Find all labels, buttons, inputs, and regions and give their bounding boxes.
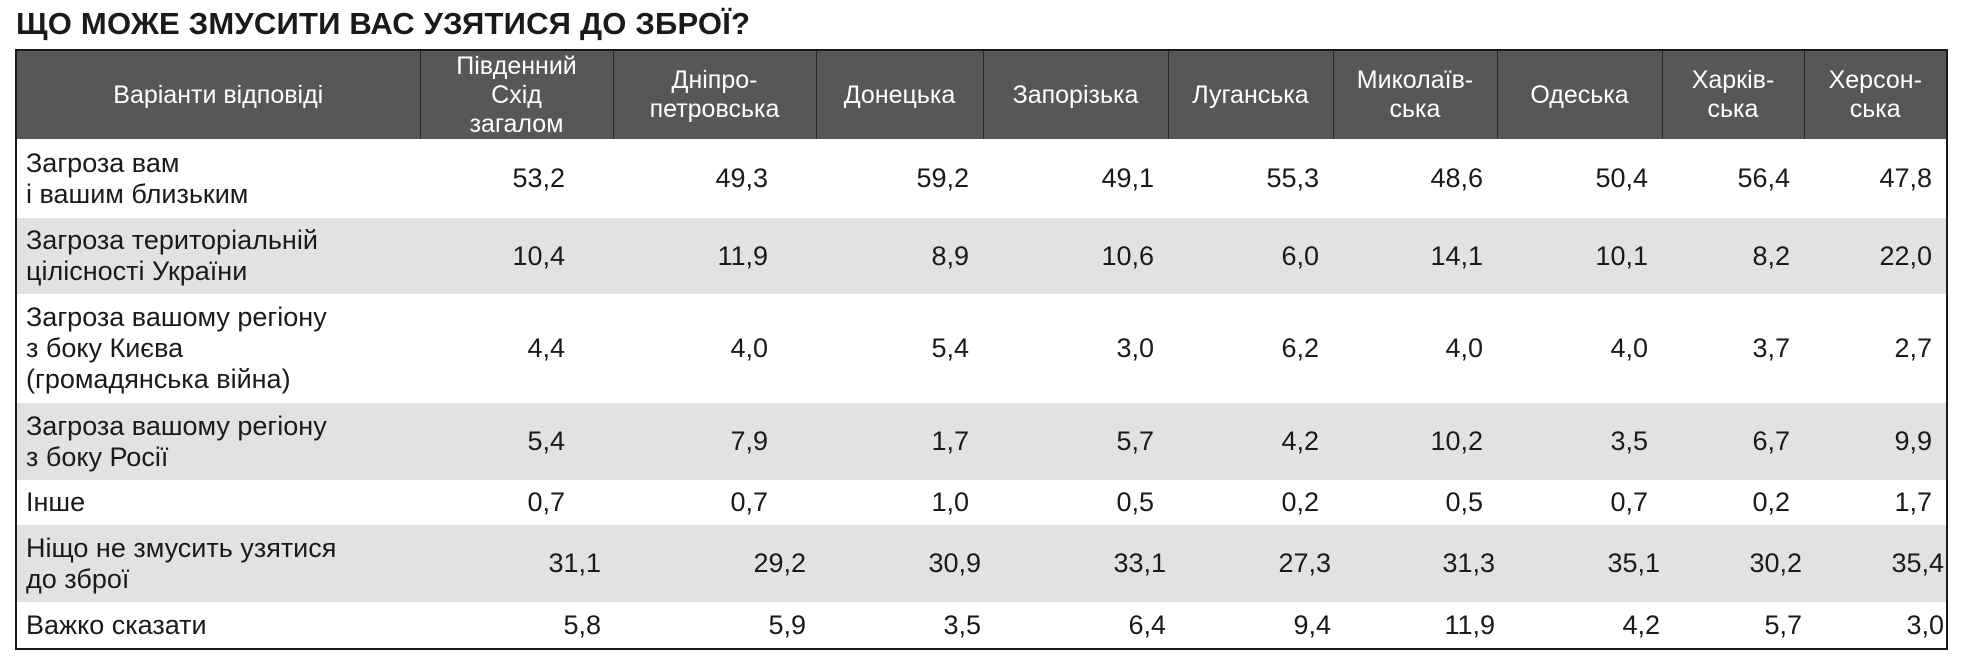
table-cell-value: 3,7 (1752, 333, 1790, 363)
row-label: Важко сказати (26, 609, 207, 640)
row-label: Інше (26, 487, 86, 517)
table-cell-value: 7,9 (730, 426, 768, 456)
table-row: Загроза вашому регіону з боку Києва (гро… (17, 294, 1946, 403)
table-cell-value: 8,9 (931, 240, 969, 271)
table-cell-value: 0,7 (1610, 487, 1648, 517)
header-zaporizka: Запорізька (983, 51, 1169, 139)
table-cell-value: 22,0 (1879, 240, 1932, 271)
table-cell-value: 8,2 (1752, 240, 1790, 271)
table-cell-value: 5,9 (768, 609, 806, 640)
header-donetska: Донецька (816, 51, 984, 139)
table-cell-value: 31,3 (1442, 548, 1495, 578)
table-cell-value: 31,1 (548, 548, 601, 578)
table-cell-value: 4,4 (527, 333, 565, 363)
table-cell-value: 6,4 (1128, 609, 1166, 640)
table-cell-value: 3,0 (1116, 333, 1154, 363)
table-cell-value: 2,7 (1894, 333, 1932, 363)
header-south-east-total: Південний Схід загалом (420, 51, 614, 139)
table-cell-value: 5,4 (527, 426, 565, 456)
table-cell-value: 27,3 (1278, 548, 1331, 578)
table-cell-value: 10,1 (1595, 240, 1648, 271)
table-cell-value: 0,7 (730, 487, 768, 517)
table-cell-value: 53,2 (512, 163, 565, 193)
table-cell-value: 1,7 (1894, 487, 1932, 517)
table-cell-value: 29,2 (753, 548, 806, 578)
table-cell-value: 49,1 (1101, 163, 1154, 193)
table-row: Ніщо не змусить узятися до зброї 31,1 29,2… (17, 525, 1946, 602)
table-cell-value: 4,0 (1445, 333, 1483, 363)
header-odeska: Одеська (1497, 51, 1663, 139)
header-khersonska: Херсон- ська (1804, 51, 1946, 139)
header-dnipropetrovska: Дніпро- петровська (613, 51, 817, 139)
results-table-grid: Варіанти відповіді Південний Схід загало… (17, 51, 1946, 648)
table-cell-value: 4,0 (730, 333, 768, 363)
table-header: Варіанти відповіді Південний Схід загало… (17, 51, 1946, 139)
table-body: Загроза вам і вашим близьким 53,2 49,3 59,2… (17, 139, 1946, 648)
table-cell-value: 10,2 (1430, 426, 1483, 456)
table-cell-value: 6,0 (1281, 240, 1319, 271)
table-cell-value: 35,4 (1891, 548, 1944, 578)
header-row: Варіанти відповіді Південний Схід загало… (17, 51, 1946, 139)
table-cell-value: 10,6 (1101, 240, 1154, 271)
table-cell-value: 11,9 (1444, 609, 1495, 640)
row-label: Загроза вам і вашим близьким (26, 147, 249, 209)
header-mykolaivska: Миколаїв- ська (1333, 51, 1498, 139)
table-cell-value: 55,3 (1266, 163, 1319, 193)
table-cell-value: 50,4 (1595, 163, 1648, 193)
table-cell-value: 10,4 (512, 240, 565, 271)
table-cell-value: 11,9 (717, 240, 768, 271)
table-cell-value: 3,0 (1906, 609, 1944, 640)
table-cell-value: 0,7 (527, 487, 565, 517)
table-cell-value: 4,2 (1622, 609, 1660, 640)
table-cell-value: 5,7 (1764, 609, 1802, 640)
table-row: Загроза вам і вашим близьким 53,2 49,3 59,2… (17, 139, 1946, 218)
table-cell-value: 0,2 (1752, 487, 1790, 517)
table-cell-value: 35,1 (1607, 548, 1660, 578)
table-row: Інше 0,7 0,7 1,0 0,5 0,2 0,5 0,7 0,2 1,7 (17, 480, 1946, 525)
table-cell-value: 1,0 (931, 487, 969, 517)
table-cell-value: 3,5 (1610, 426, 1648, 456)
row-label: Загроза вашому регіону з боку Києва (гро… (26, 302, 327, 394)
header-luhanska: Луганська (1168, 51, 1334, 139)
header-answer-options: Варіанти відповіді (17, 51, 421, 139)
table-cell-value: 9,9 (1894, 426, 1932, 456)
table-cell-value: 1,7 (931, 426, 969, 456)
header-kharkivska: Харків- ська (1662, 51, 1805, 139)
results-table: Варіанти відповіді Південний Схід загало… (15, 49, 1948, 650)
table-cell-value: 30,9 (928, 548, 981, 578)
table-cell-value: 5,7 (1116, 426, 1154, 456)
table-cell-value: 9,4 (1293, 609, 1331, 640)
row-label: Загроза територіальній цілісності Україн… (26, 225, 318, 286)
table-row: Важко сказати 5,8 5,9 3,5 6,4 9,4 11,9 4,2 5,7 3,… (17, 602, 1946, 648)
table-cell-value: 0,5 (1445, 487, 1483, 517)
table-row: Загроза територіальній цілісності Україн… (17, 218, 1946, 294)
table-row: Загроза вашому регіону з боку Росії 5,4 7,… (17, 403, 1946, 480)
table-cell-value: 33,1 (1113, 548, 1166, 578)
table-cell-value: 0,5 (1116, 487, 1154, 517)
table-cell-value: 49,3 (715, 163, 768, 193)
row-label: Ніщо не змусить узятися до зброї (26, 532, 337, 594)
table-cell-value: 56,4 (1737, 163, 1790, 193)
table-cell-value: 4,2 (1281, 426, 1319, 456)
table-cell-value: 5,4 (931, 333, 969, 363)
table-cell-value: 4,0 (1610, 333, 1648, 363)
table-cell-value: 0,2 (1281, 487, 1319, 517)
table-cell-value: 3,5 (943, 609, 981, 640)
table-cell-value: 5,8 (563, 609, 601, 640)
table-cell-value: 48,6 (1430, 163, 1483, 193)
row-label: Загроза вашому регіону з боку Росії (26, 410, 327, 472)
table-cell-value: 6,7 (1752, 426, 1790, 456)
table-cell-value: 47,8 (1879, 163, 1932, 193)
chart-title: ЩО МОЖЕ ЗМУСИТИ ВАС УЗЯТИСЯ ДО ЗБРОЇ? (16, 6, 751, 41)
table-cell-value: 59,2 (916, 163, 969, 193)
table-cell-value: 30,2 (1749, 548, 1802, 578)
table-cell-value: 6,2 (1281, 333, 1319, 363)
table-cell-value: 14,1 (1430, 240, 1483, 271)
